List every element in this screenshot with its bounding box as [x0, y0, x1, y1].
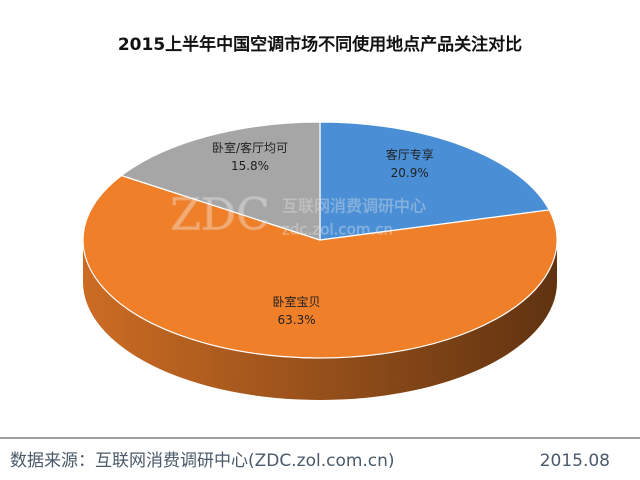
pie-slice — [82, 174, 558, 359]
watermark: ZDC 互联网消费调研中心 zdc.zol.com.cn — [170, 189, 427, 241]
pie-side-shade — [83, 240, 557, 400]
pie-slice — [120, 121, 321, 241]
watermark-url: zdc.zol.com.cn — [282, 221, 393, 239]
slice-value: 63.3% — [277, 313, 315, 327]
slice-label: 客厅专享 — [386, 147, 434, 162]
date: 2015.08 — [540, 451, 610, 471]
pie-sides — [83, 240, 557, 400]
source: 数据来源：互联网消费调研中心(ZDC.zol.com.cn) — [10, 451, 395, 471]
watermark-logo: ZDC — [170, 190, 270, 241]
pie-slice — [319, 121, 551, 241]
pie: 客厅专享 20.9% 卧室宝贝 63.3% 卧室/客厅均可 15.8% — [82, 121, 558, 400]
slice-label: 卧室宝贝 — [273, 294, 321, 309]
chart-title: 2015上半年中国空调市场不同使用地点产品关注对比 — [118, 34, 522, 55]
slice-label: 卧室/客厅均可 — [212, 140, 288, 155]
slice-value: 15.8% — [231, 159, 269, 173]
slice-value: 20.9% — [391, 166, 429, 180]
watermark-name: 互联网消费调研中心 — [282, 197, 426, 216]
